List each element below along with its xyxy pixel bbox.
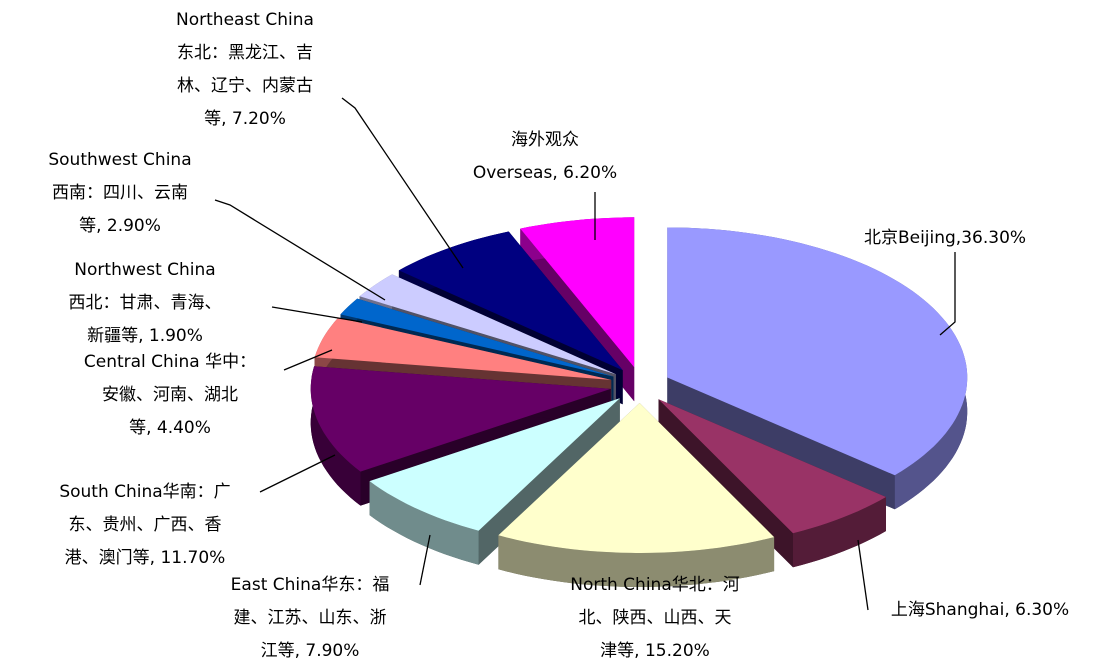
data-label: 西北：甘肃、青海、: [69, 293, 222, 313]
data-label: Southwest China: [48, 150, 191, 170]
data-label: 等, 7.20%: [204, 109, 286, 129]
slice-top: [314, 317, 612, 380]
data-label: 安徽、河南、湖北: [102, 385, 238, 405]
slice-top: [498, 403, 775, 553]
data-label: South China华南：广: [59, 482, 230, 502]
leader-line: [341, 97, 464, 269]
leader-line: [214, 199, 386, 301]
leader-line: [259, 454, 336, 493]
data-label: 西南：四川、云南: [52, 183, 188, 203]
slice-wall: [793, 497, 886, 568]
slice-top: [340, 298, 614, 377]
data-label: 东、贵州、广西、香: [69, 515, 222, 535]
slice-top: [520, 217, 635, 368]
data-label: Overseas, 6.20%: [473, 163, 617, 183]
data-label: North China华北：河: [570, 575, 740, 595]
slice-top: [658, 399, 886, 534]
slice-top: [310, 366, 611, 472]
data-label: 港、澳门等, 11.70%: [65, 548, 226, 568]
data-label: 等, 2.90%: [79, 216, 161, 236]
data-label: 江等, 7.90%: [261, 641, 360, 661]
data-label: 北、陕西、山西、天: [579, 608, 732, 628]
data-label: East China华东：福: [231, 575, 390, 595]
leader-line: [419, 534, 431, 586]
data-label: 新疆等, 1.90%: [87, 326, 203, 346]
data-label: 建、江苏、山东、浙: [234, 608, 387, 628]
slice: [498, 403, 775, 587]
data-label: 等, 4.40%: [129, 418, 211, 438]
slice-wall: [498, 535, 775, 587]
data-label: Northwest China: [74, 260, 215, 280]
data-label: 津等, 15.20%: [600, 641, 710, 661]
slice-top: [398, 231, 623, 371]
leader-line: [857, 539, 869, 611]
leader-line: [271, 306, 363, 323]
data-label: 东北：黑龙江、吉: [177, 43, 313, 63]
data-label: 林、辽宁、内蒙古: [177, 76, 313, 96]
slice-wall: [310, 366, 361, 506]
data-label: Northeast China: [176, 10, 314, 30]
slice-top: [667, 227, 968, 476]
data-label: Central China 华中：: [84, 352, 256, 372]
data-label: 海外观众: [511, 130, 579, 150]
slice-top: [359, 274, 616, 375]
leader-line: [939, 252, 956, 336]
data-label: 上海Shanghai, 6.30%: [891, 600, 1069, 620]
leader-line: [283, 349, 333, 371]
slice-wall: [369, 481, 479, 565]
data-label: 北京Beijing,36.30%: [864, 228, 1026, 248]
slice-top: [369, 398, 620, 531]
